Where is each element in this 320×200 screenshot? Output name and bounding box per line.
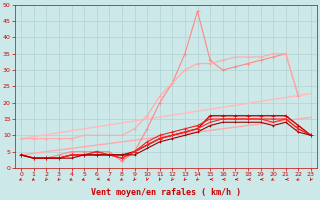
X-axis label: Vent moyen/en rafales ( km/h ): Vent moyen/en rafales ( km/h ) bbox=[91, 188, 241, 197]
